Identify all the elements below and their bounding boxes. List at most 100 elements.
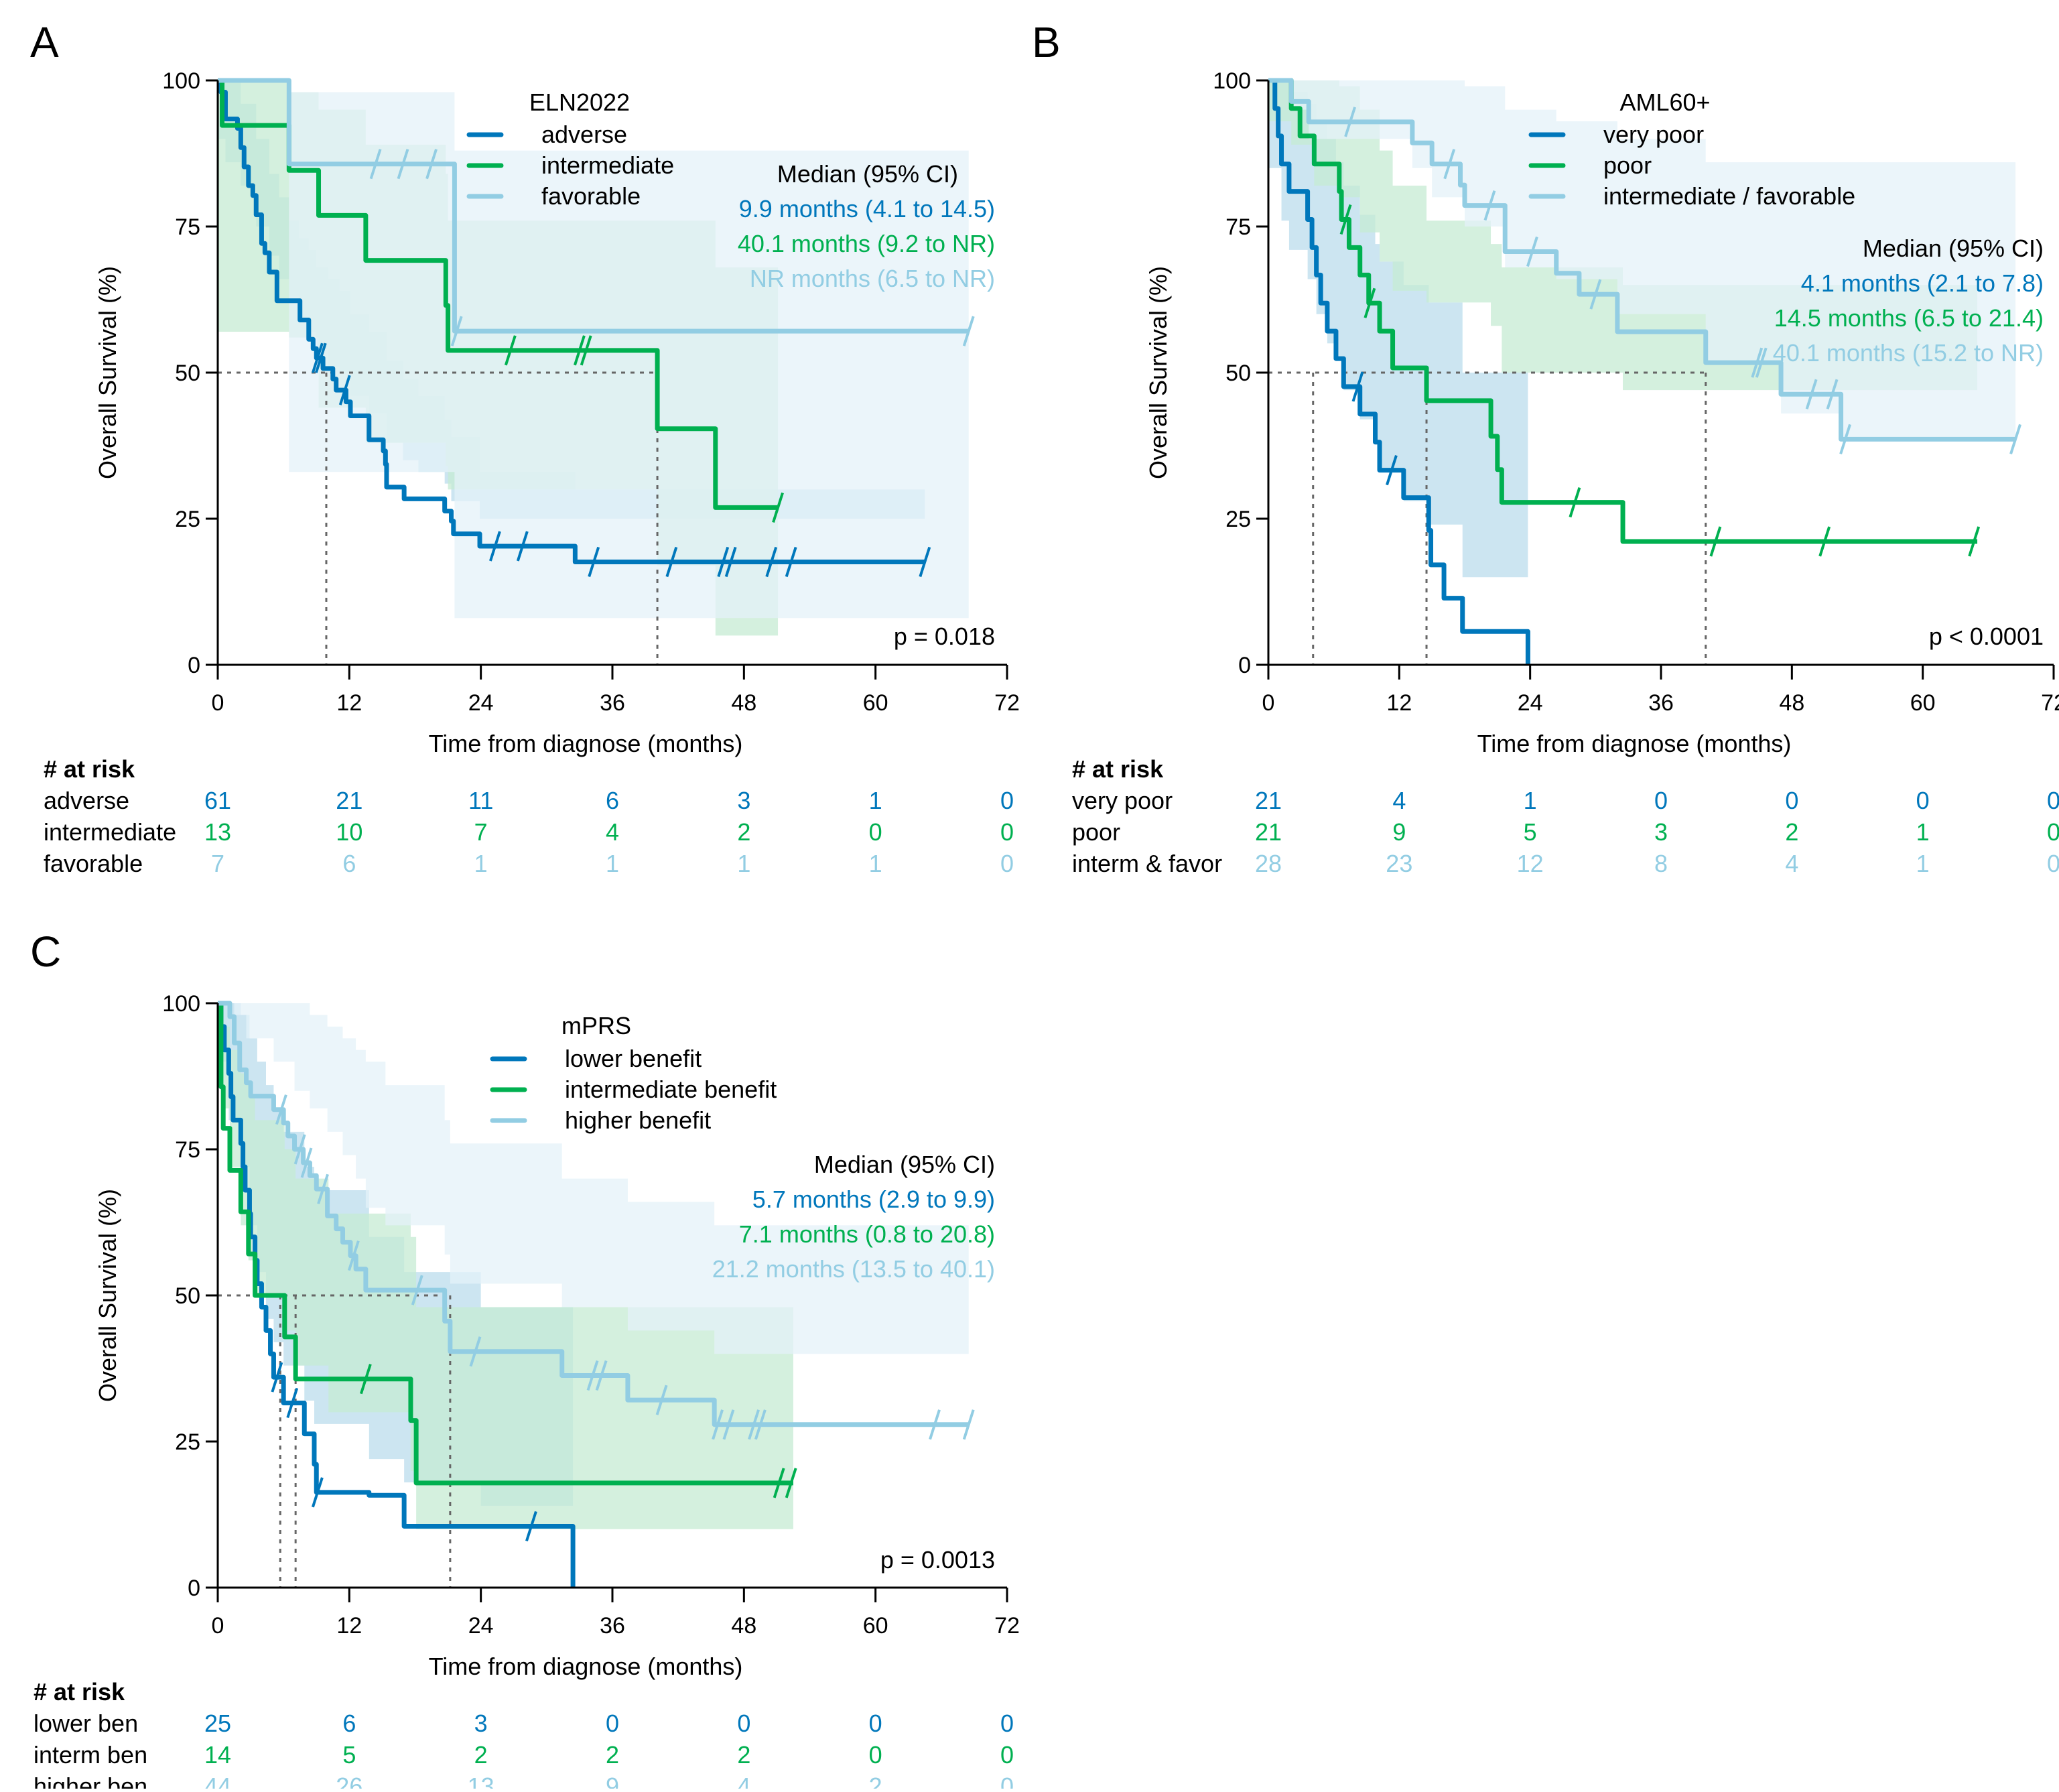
at-risk-value: 2: [737, 1741, 750, 1769]
y-tick-label: 100: [162, 68, 200, 94]
censor-mark: [588, 546, 600, 578]
at-risk-value: 0: [869, 1710, 882, 1737]
censor-mark: [516, 531, 529, 562]
censor-mark: [1839, 424, 1852, 455]
at-risk-value: 2: [737, 818, 750, 846]
x-tick-label: 36: [600, 1613, 625, 1639]
censor-mark: [397, 149, 409, 180]
at-risk-value: 0: [606, 1710, 619, 1737]
at-risk-value: 7: [474, 818, 488, 846]
censor-mark: [311, 1477, 324, 1508]
at-risk-row-label: poor: [1072, 818, 1120, 846]
at-risk-value: 25: [204, 1710, 231, 1737]
at-risk-value: 1: [1916, 818, 1930, 846]
at-risk-value: 9: [606, 1773, 619, 1789]
ci-band-very-poor: [1268, 80, 1528, 595]
censor-mark: [580, 335, 592, 366]
y-tick-label: 75: [1225, 214, 1251, 240]
censor-mark: [773, 1468, 785, 1498]
at-risk-title: # at risk: [1072, 755, 1164, 783]
median-value: 40.1 months (9.2 to NR): [738, 230, 995, 257]
x-tick-label: 12: [336, 690, 362, 716]
censor-mark: [489, 531, 501, 562]
km-curve-very-poor: [1268, 78, 1530, 665]
at-risk-value: 11: [468, 787, 493, 814]
x-tick-label: 12: [1386, 690, 1412, 716]
x-tick-label: 72: [994, 1613, 1020, 1639]
censor-mark: [1818, 526, 1831, 557]
x-tick-label: 12: [336, 1613, 362, 1639]
at-risk-value: 0: [1654, 787, 1668, 814]
y-tick-label: 75: [175, 1137, 200, 1163]
censor-mark: [411, 1275, 423, 1305]
y-tick-label: 25: [175, 507, 200, 532]
censor-mark: [300, 1147, 313, 1178]
at-risk-value: 21: [1255, 787, 1282, 814]
at-risk-value: 10: [336, 818, 362, 846]
y-axis-title: Overall Survival (%): [94, 266, 121, 479]
x-tick-label: 0: [1262, 690, 1275, 716]
x-tick-label: 48: [731, 1613, 756, 1639]
at-risk-value: 21: [336, 787, 362, 814]
censor-mark: [772, 492, 784, 523]
at-risk-value: 4: [1785, 850, 1798, 877]
at-risk-value: 0: [1000, 1741, 1014, 1769]
censor-mark: [1805, 379, 1818, 409]
km-curve-intermediate-benefit: [218, 1001, 793, 1486]
legend-label: higher benefit: [565, 1106, 711, 1134]
censor-mark: [293, 1134, 306, 1165]
y-tick-label: 75: [175, 214, 200, 240]
y-tick-label: 100: [162, 991, 200, 1017]
km-curve-intermediate-favorable: [1268, 78, 2016, 442]
at-risk-value: 1: [869, 850, 882, 877]
at-risk-value: 0: [1000, 818, 1014, 846]
at-risk-value: 0: [1785, 787, 1798, 814]
at-risk-value: 2: [606, 1741, 619, 1769]
censor-mark: [1751, 347, 1764, 378]
at-risk-value: 12: [1517, 850, 1544, 877]
x-tick-label: 60: [863, 690, 888, 716]
at-risk-value: 2: [869, 1773, 882, 1789]
km-curve-intermediate: [218, 78, 779, 510]
at-risk-value: 0: [2047, 818, 2059, 846]
median-value: 21.2 months (13.5 to 40.1): [712, 1255, 995, 1283]
at-risk-value: 1: [1524, 787, 1537, 814]
at-risk-value: 21: [1255, 818, 1282, 846]
at-risk-title: # at risk: [44, 755, 135, 783]
x-tick-label: 72: [994, 690, 1020, 716]
at-risk-value: 6: [606, 787, 619, 814]
median-value: 4.1 months (2.1 to 7.8): [1801, 269, 2044, 297]
km-curve-favorable: [218, 78, 969, 334]
at-risk-value: 14: [204, 1741, 231, 1769]
legend-label: very poor: [1603, 121, 1704, 148]
median-value: NR months (6.5 to NR): [750, 265, 995, 292]
at-risk-value: 4: [737, 1773, 750, 1789]
at-risk-value: 0: [1000, 787, 1014, 814]
at-risk-value: 2: [1785, 818, 1798, 846]
x-tick-label: 60: [863, 1613, 888, 1639]
censor-mark: [1483, 190, 1496, 221]
at-risk-title: # at risk: [34, 1678, 125, 1706]
km-curve-adverse: [218, 78, 925, 565]
censor-mark: [722, 1409, 735, 1440]
censor-mark: [1968, 526, 1981, 557]
at-risk-value: 26: [336, 1773, 362, 1789]
panel-b: B02550751000122436486072Time from diagno…: [1032, 18, 2059, 877]
censor-mark: [595, 1360, 608, 1391]
at-risk-value: 0: [2047, 850, 2059, 877]
censor-mark: [919, 546, 931, 578]
at-risk-value: 1: [474, 850, 488, 877]
censor-mark: [1386, 455, 1398, 486]
at-risk-value: 0: [1000, 850, 1014, 877]
legend-label: poor: [1603, 151, 1652, 179]
censor-mark: [359, 1364, 372, 1395]
censor-mark: [785, 546, 797, 578]
censor-mark: [425, 149, 438, 180]
censor-mark: [1826, 379, 1839, 409]
at-risk-value: 3: [1654, 818, 1668, 846]
legend-label: lower benefit: [565, 1045, 702, 1072]
panel-letter: B: [1032, 18, 1061, 66]
at-risk-row-label: intermediate: [44, 818, 176, 846]
censor-mark: [338, 375, 351, 405]
